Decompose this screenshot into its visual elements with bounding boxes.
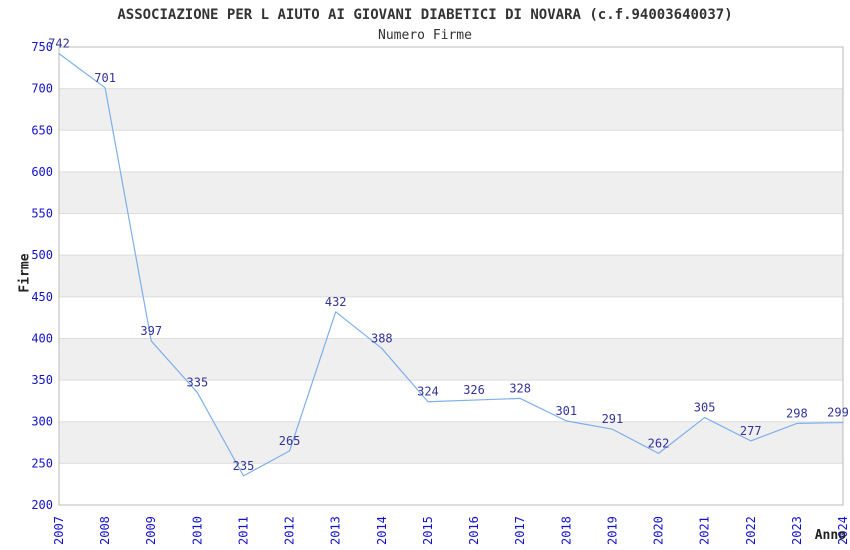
x-tick-label: 2015 [421,516,435,545]
x-tick-label: 2019 [605,516,619,545]
data-point-label: 324 [417,385,439,399]
y-tick-label: 750 [31,40,53,54]
y-axis-title: Firme [17,253,33,293]
x-tick-label: 2009 [144,516,158,545]
x-tick-label: 2007 [52,516,66,545]
x-tick-label: 2012 [283,516,297,545]
x-tick-label: 2017 [513,516,527,545]
chart-title: ASSOCIAZIONE PER L AIUTO AI GIOVANI DIAB… [117,7,733,23]
grid-band [59,421,843,464]
x-axis-title: Anno [814,528,846,543]
data-point-label: 388 [371,331,393,345]
data-line-numero-firme [58,53,844,477]
data-point-label: 701 [94,71,116,85]
x-tick-label: 2008 [98,516,112,545]
grid-band [59,338,843,381]
x-tick-label: 2023 [790,516,804,545]
x-tick-label: 2011 [236,516,250,545]
data-point-labels: 742 701 397 335 235 265 432 388 324 326 328 301 291 2… [48,37,849,473]
data-point-label: 328 [509,381,531,395]
data-point-label: 301 [555,404,577,418]
y-tick-label: 500 [31,248,53,262]
x-tick-label: 2021 [698,516,712,545]
y-tick-label: 550 [31,207,53,221]
y-tick-label: 450 [31,290,53,304]
data-point-label: 277 [740,424,762,438]
grid-bands [59,88,843,464]
y-tick-label: 300 [31,415,53,429]
x-tick-label: 2024 [836,516,850,545]
chart-subtitle: Numero Firme [378,28,472,43]
y-tick-labels: 200 250 300 350 400 450 500 550 600 650 700 750 [31,40,53,512]
grid-band [59,88,843,131]
x-tick-label: 2013 [329,516,343,545]
data-point-label: 432 [325,295,347,309]
data-point-label: 742 [48,37,70,51]
data-point-label: 235 [233,459,255,473]
x-tick-label: 2014 [375,516,389,545]
y-tick-label: 400 [31,331,53,345]
data-point-label: 335 [187,376,209,390]
data-point-label: 299 [827,406,849,420]
x-tick-label: 2016 [467,516,481,545]
y-tick-label: 350 [31,373,53,387]
data-point-label: 397 [140,324,162,338]
grid-band [59,171,843,214]
x-tick-label: 2022 [744,516,758,545]
y-tick-label: 650 [31,123,53,137]
x-tick-label: 2018 [559,516,573,545]
grid-band [59,255,843,297]
data-point-label: 262 [648,436,670,450]
x-tick-labels: 2007 2008 2009 2010 2011 2012 2013 2014 2015 2016… [52,516,850,545]
data-point-label: 298 [786,406,808,420]
y-tick-label: 600 [31,165,53,179]
data-point-label: 265 [279,434,301,448]
y-tick-label: 250 [31,456,53,470]
x-tick-label: 2020 [652,516,666,545]
x-tick-label: 2010 [190,516,204,545]
data-point-label: 305 [694,401,716,415]
data-point-label: 326 [463,383,485,397]
data-point-label: 291 [602,412,624,426]
plot-border [58,46,844,506]
y-tick-label: 700 [31,82,53,96]
y-tick-label: 200 [31,498,53,512]
